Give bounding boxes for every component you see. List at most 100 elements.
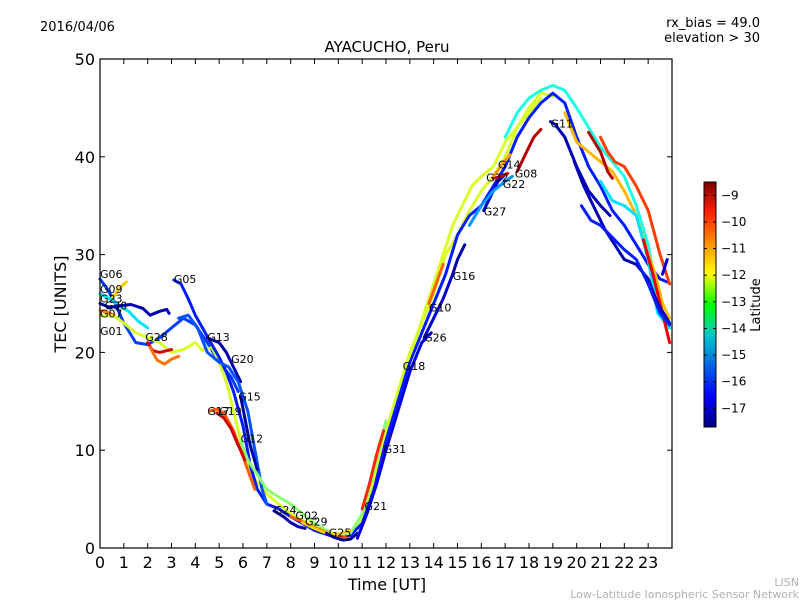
x-tick-label: 4 xyxy=(190,553,200,572)
colorbar-tick-label: −12 xyxy=(721,268,746,282)
x-tick-label: 14 xyxy=(423,553,443,572)
colorbar-ticks: −9 −10 −11 −12 −13 −14 −15 −16 −17 xyxy=(704,188,746,415)
satellite-label: G24 xyxy=(274,504,297,517)
series-line-r7 xyxy=(572,160,672,325)
satellite-label: G22 xyxy=(503,178,526,191)
x-tick-label: 9 xyxy=(309,553,319,572)
x-tick-label: 5 xyxy=(214,553,224,572)
series-line-g16 xyxy=(451,243,467,276)
series-line-g08 xyxy=(515,127,543,173)
plot-lines xyxy=(98,83,672,542)
colorbar-tick-label: −14 xyxy=(721,321,746,335)
colorbar-label: Latitude xyxy=(749,278,764,332)
x-axis: 0 1 2 3 4 5 6 7 8 9 10 11 12 13 14 15 16 17 18 19 20 21 22 23 xyxy=(95,59,658,572)
series-line-g26 xyxy=(422,272,455,340)
series-line-r6 xyxy=(641,238,672,345)
date-label: 2016/04/06 xyxy=(40,20,115,35)
x-tick-label: 11 xyxy=(352,553,372,572)
series-line-r3 xyxy=(599,135,672,286)
series-line-g23 xyxy=(98,292,150,330)
chart-title: AYACUCHO, Peru xyxy=(324,38,449,56)
series-line-r8 xyxy=(579,204,672,327)
satellite-label: G25 xyxy=(329,526,352,539)
satellite-label: G06 xyxy=(100,268,123,281)
satellite-label: G07 xyxy=(100,307,123,320)
y-axis: 0 10 20 30 40 50 xyxy=(75,50,672,558)
satellite-label: G05 xyxy=(174,273,197,286)
satellite-label: G13 xyxy=(207,331,230,344)
series-line-g22 xyxy=(467,174,514,227)
x-tick-label: 19 xyxy=(543,553,563,572)
x-tick-label: 0 xyxy=(95,553,105,572)
x-tick-label: 20 xyxy=(566,553,586,572)
x-tick-label: 1 xyxy=(119,553,129,572)
satellite-label: G16 xyxy=(453,270,476,283)
colorbar-tick-label: −11 xyxy=(721,242,746,256)
y-axis-label: TEC [UNITS] xyxy=(51,256,70,354)
x-tick-label: 21 xyxy=(590,553,610,572)
satellite-label: G11 xyxy=(550,118,573,131)
satellite-label: G20 xyxy=(231,353,254,366)
series-line-r4 xyxy=(599,179,672,330)
satellite-label: G18 xyxy=(403,360,426,373)
satellite-label: G09 xyxy=(100,283,123,296)
satellite-label: G01 xyxy=(100,325,123,338)
x-tick-label: 8 xyxy=(286,553,296,572)
x-tick-label: 13 xyxy=(400,553,420,572)
rx-bias-label: rx_bias = 49.0 xyxy=(666,16,760,31)
satellite-label: G15 xyxy=(238,390,261,403)
series-line-r2 xyxy=(563,111,672,320)
series-line-r9 xyxy=(661,258,669,276)
satellite-label: G28 xyxy=(145,331,168,344)
series-line-g18 xyxy=(403,96,543,369)
x-tick-label: 3 xyxy=(166,553,176,572)
x-tick-label: 12 xyxy=(376,553,396,572)
x-tick-label: 6 xyxy=(238,553,248,572)
satellite-label: G12 xyxy=(241,432,264,445)
x-tick-label: 23 xyxy=(638,553,658,572)
series-line-g11 xyxy=(549,120,612,217)
series-line-g07 xyxy=(98,308,116,317)
plot-frame xyxy=(99,58,673,549)
colorbar-tick-label: −10 xyxy=(721,215,746,229)
series-line-g14 xyxy=(491,153,512,178)
series-line-g32 xyxy=(491,171,510,180)
series-line-g21 xyxy=(360,429,386,511)
series-line-r5 xyxy=(587,130,614,180)
satellite-label: G21 xyxy=(365,500,388,513)
y-tick-label: 0 xyxy=(85,539,95,558)
satellite-label: G02 xyxy=(295,510,318,523)
colorbar-tick-label: −16 xyxy=(721,375,746,389)
y-tick-label: 30 xyxy=(75,246,95,265)
colorbar-tick-label: −13 xyxy=(721,295,746,309)
x-tick-label: 15 xyxy=(447,553,467,572)
satellite-label: G27 xyxy=(484,206,507,219)
y-tick-label: 10 xyxy=(75,441,95,460)
series-line-g24 xyxy=(272,509,307,530)
series-line-g30 xyxy=(98,302,171,317)
satellite-label: G19 xyxy=(219,405,242,418)
series-line-g19 xyxy=(215,411,247,462)
satellite-label: G08 xyxy=(515,167,538,180)
x-tick-label: 2 xyxy=(143,553,153,572)
colorbar xyxy=(703,181,717,428)
series-line-g01 xyxy=(98,91,555,537)
satellite-label: G31 xyxy=(384,443,407,456)
satellite-label: G14 xyxy=(498,159,521,172)
x-tick-label: 17 xyxy=(495,553,515,572)
satellite-label: G17 xyxy=(207,405,230,418)
series-line-g31 xyxy=(355,331,433,540)
series-line-g13 xyxy=(205,336,243,384)
series-line-g25 xyxy=(324,531,359,542)
x-tick-label: 10 xyxy=(328,553,348,572)
satellite-label: G32 xyxy=(486,171,509,184)
satellite-label: G10 xyxy=(429,301,452,314)
colorbar-tick-label: −15 xyxy=(721,348,746,362)
x-tick-label: 7 xyxy=(262,553,272,572)
series-line-g28b xyxy=(148,346,181,366)
x-axis-label: Time [UT] xyxy=(347,575,426,594)
series-line-g10 xyxy=(427,262,445,305)
series-line-g12 xyxy=(239,419,388,537)
